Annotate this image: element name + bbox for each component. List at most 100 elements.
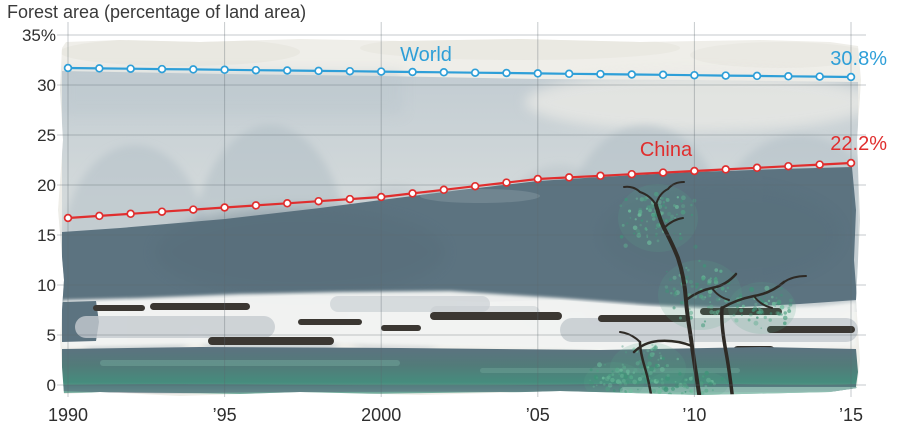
foliage-dot: [700, 390, 705, 395]
foliage-dot: [657, 389, 662, 394]
foliage-dot: [680, 199, 683, 203]
foliage-dot: [618, 387, 623, 392]
y-tick-label: 10: [37, 276, 56, 295]
foliage-dot: [632, 225, 638, 231]
foliage-dot: [639, 365, 643, 369]
data-point-china-1994: [189, 205, 198, 214]
foliage-dot: [634, 218, 637, 221]
foliage-dot: [698, 259, 701, 262]
foliage-dot: [653, 367, 656, 369]
foliage-dot: [780, 313, 783, 316]
foliage-dot: [641, 375, 644, 378]
foliage-dot: [661, 356, 665, 361]
world-series-label: World: [400, 44, 452, 66]
data-point-world-1996: [251, 65, 261, 75]
foliage-dot: [657, 199, 662, 204]
foliage-dot: [640, 219, 644, 222]
data-point-china-2014: [815, 160, 824, 169]
foliage-dot: [686, 268, 690, 272]
data-point-china-1999: [345, 194, 355, 204]
foliage-dot: [659, 203, 661, 205]
data-point-world-1994: [189, 65, 198, 74]
tree-branches: [619, 181, 807, 396]
foliage-dot: [642, 196, 648, 202]
foliage-dot: [672, 275, 677, 280]
paper-texture: [60, 39, 861, 68]
foliage-dot: [776, 311, 782, 316]
foliage-dot: [688, 376, 693, 381]
foliage-dot: [690, 213, 694, 217]
china-end-value: 22.2%: [830, 133, 887, 155]
foliage-dot: [611, 370, 614, 373]
data-point-world-2000: [376, 67, 386, 76]
foliage-dot: [783, 321, 787, 326]
data-series: [63, 63, 856, 223]
foliage-dot: [660, 211, 665, 215]
foliage-dot: [665, 364, 670, 368]
foliage-dot: [592, 385, 595, 388]
foliage-dot: [651, 213, 656, 217]
foliage-dot: [624, 197, 628, 202]
foliage-dot: [619, 368, 623, 372]
foliage-dot: [756, 316, 759, 319]
foliage-dot: [656, 239, 660, 243]
foliage-dot: [682, 382, 687, 387]
foliage-dot: [607, 383, 613, 388]
foliage-dot: [716, 310, 720, 314]
foliage-dot: [626, 222, 629, 225]
mist-shading: [62, 72, 402, 114]
foliage-dot: [681, 195, 686, 201]
ink-wash-painting: [58, 39, 861, 396]
foliage-dot: [720, 286, 725, 291]
tree: [584, 181, 807, 396]
foliage-dot: [708, 304, 714, 310]
foliage-dot: [714, 268, 719, 272]
foliage-dot: [664, 285, 669, 289]
foliage-dot: [629, 217, 632, 219]
data-point-world-1999: [345, 66, 355, 76]
foliage-dot: [767, 299, 771, 303]
foliage-dot: [678, 383, 683, 388]
foliage-dot: [718, 298, 721, 301]
foliage-dot: [654, 364, 660, 369]
foliage-dot: [655, 227, 658, 230]
foliage-dot: [659, 357, 663, 360]
data-point-china-2002: [439, 185, 449, 195]
data-point-china-2009: [658, 168, 668, 177]
foliage-dot: [608, 395, 613, 396]
foliage-dot: [667, 225, 671, 230]
foliage-dot: [637, 372, 639, 375]
foliage-dot: [751, 308, 755, 313]
foliage-dot: [633, 232, 636, 235]
foliage-dot: [637, 213, 642, 217]
foliage-dot: [656, 223, 661, 228]
data-point-world-1995: [220, 65, 229, 75]
foliage-dot: [714, 276, 717, 279]
foliage-dot: [679, 232, 682, 236]
foliage-dot: [614, 392, 618, 396]
foliage-dot: [739, 308, 744, 313]
foliage-dot: [638, 209, 643, 214]
data-point-world-2010: [690, 70, 699, 80]
foliage-dot: [645, 207, 649, 210]
foliage-dot: [736, 305, 739, 309]
data-point-world-2001: [408, 67, 417, 77]
x-tick-label: ’15: [839, 405, 863, 425]
foliage-dot: [693, 244, 698, 249]
foliage-dot: [621, 363, 624, 366]
foliage-dot: [624, 351, 628, 354]
foliage-dot: [646, 220, 648, 223]
foliage-dot: [595, 376, 599, 379]
data-point-world-2008: [627, 70, 637, 79]
x-tick-label: 1990: [48, 405, 88, 425]
foliage-dot: [771, 301, 776, 306]
foliage-dot: [709, 277, 712, 280]
foliage-dot: [619, 370, 624, 375]
ridge-highlight: [420, 189, 540, 203]
y-tick-label: 0: [47, 376, 56, 395]
foliage-dot: [618, 373, 621, 376]
foliage-dot: [606, 375, 611, 380]
foliage-dot: [776, 299, 782, 305]
foliage-dot: [660, 377, 664, 381]
